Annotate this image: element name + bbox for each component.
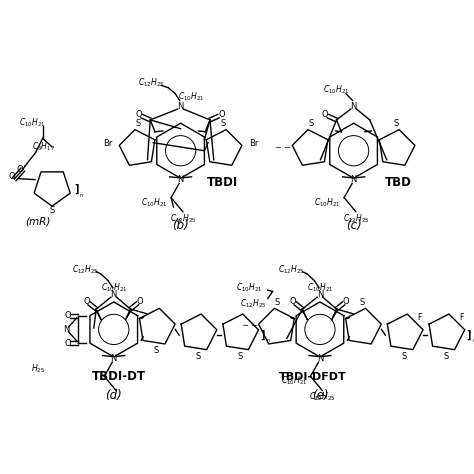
- Text: $C_{10}H_{21}$: $C_{10}H_{21}$: [314, 196, 341, 209]
- Text: F: F: [417, 313, 422, 322]
- Text: Br: Br: [249, 139, 258, 148]
- Text: O: O: [218, 110, 225, 118]
- Text: S: S: [237, 352, 242, 361]
- Text: N: N: [317, 354, 323, 363]
- Text: N: N: [177, 175, 184, 184]
- Text: TBD: TBD: [385, 176, 411, 189]
- Text: $C_{10}H_{21}$: $C_{10}H_{21}$: [236, 282, 262, 294]
- Text: $\sim\!\sim$: $\sim\!\sim$: [239, 320, 258, 329]
- Text: $C_{10}H_{21}$: $C_{10}H_{21}$: [100, 282, 127, 294]
- Text: (d): (d): [105, 389, 122, 402]
- Text: $_n$: $_n$: [266, 337, 271, 345]
- Text: S: S: [154, 346, 159, 355]
- Text: $\mathbf{]}$: $\mathbf{]}$: [466, 328, 472, 342]
- Text: $\mathbf{]}$: $\mathbf{]}$: [74, 183, 80, 196]
- Text: F: F: [459, 313, 464, 322]
- Text: (c): (c): [346, 219, 362, 232]
- Text: S: S: [220, 119, 226, 128]
- Text: (mR): (mR): [25, 217, 51, 227]
- Text: $C_{12}H_{25}$: $C_{12}H_{25}$: [240, 297, 267, 310]
- Text: $_n$: $_n$: [472, 337, 474, 345]
- Text: S: S: [195, 352, 201, 361]
- Text: $C_{10}H_{21}$: $C_{10}H_{21}$: [141, 196, 168, 209]
- Text: $C_{12}H_{25}$: $C_{12}H_{25}$: [72, 264, 99, 276]
- Text: $C_{10}H_{21}$: $C_{10}H_{21}$: [281, 375, 307, 387]
- Text: N: N: [63, 325, 69, 334]
- Text: N: N: [350, 102, 357, 111]
- Text: N: N: [350, 175, 357, 184]
- Text: N: N: [110, 291, 117, 299]
- Text: $C_{10}H_{21}$: $C_{10}H_{21}$: [323, 84, 350, 96]
- Text: S: S: [360, 298, 365, 307]
- Text: O: O: [343, 297, 349, 306]
- Text: N: N: [177, 102, 184, 111]
- Text: (e): (e): [312, 389, 328, 402]
- Text: S: S: [401, 352, 407, 361]
- Text: O: O: [290, 297, 296, 306]
- Text: $C_{12}H_{25}$: $C_{12}H_{25}$: [138, 77, 165, 89]
- Text: $\sim\!\sim$: $\sim\!\sim$: [273, 142, 292, 150]
- Text: S: S: [50, 207, 55, 215]
- Text: $H_{25}$: $H_{25}$: [31, 363, 45, 375]
- Text: O: O: [64, 339, 71, 347]
- Text: Br: Br: [103, 139, 112, 148]
- Text: $C_{10}H_{21}$: $C_{10}H_{21}$: [19, 117, 46, 129]
- Text: $C_{12}H_{25}$: $C_{12}H_{25}$: [309, 391, 336, 403]
- Text: $_n$: $_n$: [79, 193, 84, 201]
- Text: N: N: [110, 354, 117, 363]
- Text: O: O: [9, 173, 15, 181]
- Text: $C_{10}H_{21}$: $C_{10}H_{21}$: [178, 91, 204, 103]
- Text: N: N: [317, 291, 323, 299]
- Text: S: S: [275, 298, 280, 307]
- Text: O: O: [64, 311, 71, 320]
- Text: O: O: [17, 165, 23, 174]
- Text: S: S: [393, 119, 399, 128]
- Text: O: O: [136, 110, 142, 118]
- Text: $C_{12}H_{25}$: $C_{12}H_{25}$: [343, 212, 369, 225]
- Text: $C_{10}H_{21}$: $C_{10}H_{21}$: [307, 282, 333, 294]
- Text: (b): (b): [172, 219, 189, 232]
- Text: $C_{12}H_{25}$: $C_{12}H_{25}$: [170, 212, 196, 225]
- Text: TBDI-DT: TBDI-DT: [91, 370, 146, 383]
- Text: O: O: [83, 297, 90, 306]
- Text: S: S: [136, 119, 141, 128]
- Text: TBDI: TBDI: [207, 176, 238, 189]
- Text: $\mathbf{]}$: $\mathbf{]}$: [260, 328, 265, 342]
- Text: S: S: [309, 119, 314, 128]
- Text: $C_8H_{17}$: $C_8H_{17}$: [32, 141, 55, 153]
- Text: TBDI-DFDT: TBDI-DFDT: [279, 372, 346, 382]
- Text: O: O: [322, 110, 328, 118]
- Text: $C_{12}H_{25}$: $C_{12}H_{25}$: [278, 264, 305, 276]
- Text: O: O: [137, 297, 143, 306]
- Text: S: S: [443, 352, 448, 361]
